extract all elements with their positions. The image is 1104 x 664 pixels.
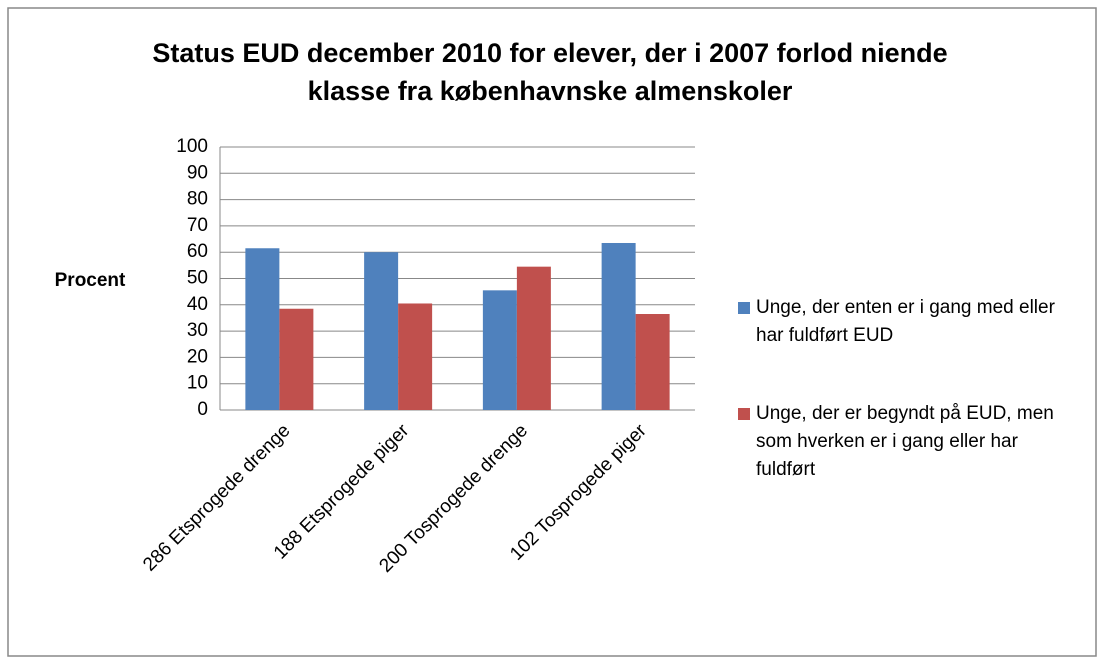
legend-label: Unge, der enten er i gang med eller har … bbox=[756, 297, 1055, 346]
chart-title: Status EUD december 2010 for elever, der… bbox=[152, 38, 948, 106]
bar bbox=[364, 252, 399, 410]
border bbox=[7, 7, 1097, 657]
legend-item: Unge, der enten er i gang med eller har … bbox=[738, 294, 1078, 350]
legend-swatch bbox=[738, 302, 750, 314]
y-tick-label: 80 bbox=[187, 189, 208, 210]
y-tick-label: 50 bbox=[187, 268, 208, 289]
y-tick-label: 40 bbox=[187, 294, 208, 315]
x-tick-label: 188 Etsprogede piger bbox=[270, 420, 414, 564]
y-tick-label: 60 bbox=[187, 241, 208, 262]
bar bbox=[635, 314, 670, 410]
y-tick-label: 30 bbox=[187, 320, 208, 341]
bar bbox=[279, 308, 314, 410]
y-tick-label: 90 bbox=[187, 162, 208, 183]
legend-item: Unge, der er begyndt på EUD, men som hve… bbox=[738, 400, 1078, 484]
bar bbox=[601, 242, 636, 410]
y-tick-label: 100 bbox=[176, 136, 208, 157]
y-tick-label: 10 bbox=[187, 373, 208, 394]
legend-label: Unge, der er begyndt på EUD, men som hve… bbox=[756, 403, 1054, 480]
legend-swatch bbox=[738, 408, 750, 420]
y-axis-label: Procent bbox=[55, 270, 126, 291]
y-tick-label: 0 bbox=[197, 399, 208, 420]
x-tick-label: 286 Etsprogede drenge bbox=[139, 420, 294, 575]
x-tick-label: 102 Tosprogede piger bbox=[506, 420, 651, 565]
bar bbox=[245, 248, 280, 410]
bar bbox=[398, 303, 433, 410]
y-tick-label: 70 bbox=[187, 215, 208, 236]
bar bbox=[482, 290, 517, 410]
bar bbox=[516, 266, 551, 410]
y-tick-label: 20 bbox=[187, 346, 208, 367]
